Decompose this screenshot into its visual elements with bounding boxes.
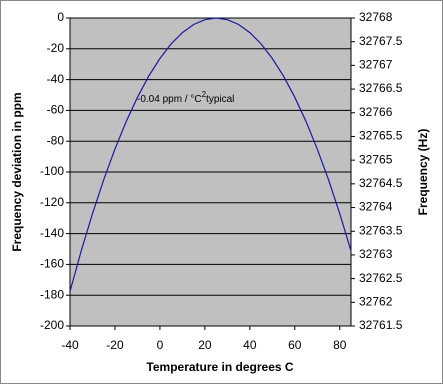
x-tick-label: 60: [288, 338, 302, 352]
y-axis-title: Frequency deviation in ppm: [10, 92, 24, 251]
x-tick-label: 40: [243, 338, 257, 352]
y2-tick-label: 32764: [359, 200, 393, 214]
annotation: -0.04 ppm / °C2typical: [137, 90, 234, 105]
y2-tick-label: 32762: [359, 294, 393, 308]
y2-tick-label: 32768: [359, 10, 393, 24]
x-tick-label: -20: [106, 338, 124, 352]
y2-tick-label: 32763.5: [359, 223, 403, 237]
y-tick-label: -160: [40, 257, 64, 271]
x-tick-label: 80: [333, 338, 347, 352]
y2-tick-label: 32765: [359, 152, 393, 166]
y2-tick-label: 32761.5: [359, 318, 403, 332]
plot-border: [69, 17, 352, 327]
annotation-suffix: typical: [206, 94, 234, 105]
y-tick-label: -200: [40, 318, 64, 332]
x-tick-label: 0: [157, 338, 164, 352]
y-tick-label: -120: [40, 195, 64, 209]
y-tick-label: -100: [40, 164, 64, 178]
annotation-text: -0.04 ppm / °C: [137, 94, 202, 105]
x-tick-label: 20: [198, 338, 212, 352]
y2-tick-label: 32767.5: [359, 34, 403, 48]
x-axis-title: Temperature in degrees C: [146, 360, 293, 374]
y2-axis-title: Frequency (Hz): [416, 129, 430, 216]
y-tick-label: 0: [57, 10, 64, 24]
y2-tick-label: 32765.5: [359, 129, 403, 143]
y-tick-label: -60: [47, 103, 65, 117]
y-tick-label: -140: [40, 226, 64, 240]
annotation-superscript: 2: [202, 90, 207, 99]
y2-tick-label: 32762.5: [359, 271, 403, 285]
y2-tick-label: 32766.5: [359, 81, 403, 95]
y-tick-label: -80: [47, 133, 65, 147]
y-tick-label: -180: [40, 287, 64, 301]
y2-tick-label: 32763: [359, 247, 393, 261]
y-tick-label: -40: [47, 72, 65, 86]
y2-tick-label: 32764.5: [359, 176, 403, 190]
x-tick-label: -40: [61, 338, 79, 352]
y2-tick-label: 32766: [359, 105, 393, 119]
y-tick-label: -20: [47, 41, 65, 55]
y2-tick-label: 32767: [359, 58, 393, 72]
series-line: [69, 17, 352, 292]
